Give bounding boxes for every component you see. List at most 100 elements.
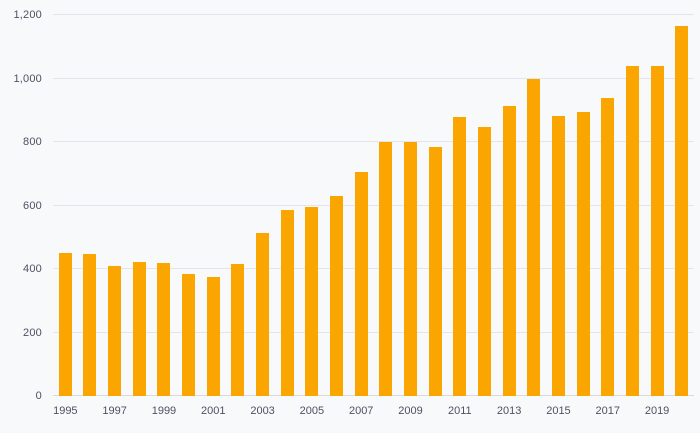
x-tick-slot: 1999: [152, 405, 177, 425]
x-tick-slot: [176, 405, 201, 425]
y-tick-label: 1,200: [13, 9, 42, 21]
x-tick-slot: [374, 405, 399, 425]
bar-slot: [324, 15, 349, 396]
bars: [53, 15, 694, 396]
bar-slot: [226, 15, 251, 396]
bar-slot: [521, 15, 546, 396]
bar-slot: [546, 15, 571, 396]
x-tick-slot: [324, 405, 349, 425]
x-tick-slot: 2005: [300, 405, 325, 425]
x-tick-slot: 2007: [349, 405, 374, 425]
bar-slot: [78, 15, 103, 396]
x-tick-label: 2009: [398, 405, 423, 417]
bar-slot: [53, 15, 78, 396]
bar-2009[interactable]: [404, 142, 418, 396]
bar-2011[interactable]: [453, 117, 467, 396]
bar-2008[interactable]: [379, 142, 393, 396]
x-tick-label: 2017: [595, 405, 620, 417]
bar-slot: [620, 15, 645, 396]
x-tick-slot: [521, 405, 546, 425]
x-tick-slot: [78, 405, 103, 425]
gridline: [53, 268, 694, 269]
bar-1996[interactable]: [83, 254, 97, 396]
bar-2010[interactable]: [428, 146, 442, 396]
gridline: [53, 77, 694, 79]
bar-1999[interactable]: [157, 262, 171, 396]
bar-2004[interactable]: [280, 210, 294, 396]
bar-2006[interactable]: [330, 195, 344, 396]
x-tick-slot: 2017: [595, 405, 620, 425]
bar-slot: [176, 15, 201, 396]
x-tick-label: 2007: [348, 405, 374, 417]
bar-2005[interactable]: [305, 207, 319, 396]
bar-slot: [423, 15, 448, 396]
bar-1997[interactable]: [108, 265, 122, 396]
x-tick-label: 2013: [496, 405, 522, 417]
x-tick-label: 2005: [299, 405, 325, 417]
x-tick-slot: [571, 405, 596, 425]
x-tick-slot: 2011: [448, 405, 473, 425]
bar-2015[interactable]: [551, 115, 565, 396]
bar-slot: [349, 15, 374, 396]
x-tick-slot: 2019: [645, 405, 670, 425]
bar-slot: [398, 15, 423, 396]
x-tick-label: 1995: [53, 405, 78, 417]
x-tick-slot: [423, 405, 448, 425]
x-tick-slot: [472, 405, 497, 425]
y-axis-labels: 0 200 400 600 800 1,000 1,200: [0, 9, 46, 402]
bar-2012[interactable]: [477, 126, 491, 396]
y-tick-label: 800: [23, 136, 42, 148]
x-tick-slot: 2003: [250, 405, 275, 425]
x-tick-slot: [226, 405, 251, 425]
bar-1995[interactable]: [58, 253, 72, 396]
x-tick-label: 1997: [102, 405, 127, 417]
x-tick-slot: 2009: [398, 405, 423, 425]
bar-2013[interactable]: [502, 105, 516, 396]
plot-area: [53, 14, 694, 396]
bar-2017[interactable]: [601, 97, 615, 396]
bar-2001[interactable]: [206, 276, 220, 396]
x-tick-label: 1999: [151, 405, 177, 417]
x-tick-slot: 2013: [497, 405, 522, 425]
x-tick-slot: [127, 405, 152, 425]
bar-slot: [448, 15, 473, 396]
bar-slot: [250, 15, 275, 396]
x-tick-label: 2015: [546, 405, 571, 417]
y-tick-label: 600: [23, 199, 42, 212]
bar-slot: [152, 15, 177, 396]
bar-2007[interactable]: [354, 172, 368, 396]
gridline: [53, 141, 694, 142]
y-tick-label: 1,000: [13, 72, 42, 85]
bar-slot: [127, 15, 152, 396]
bar-2000[interactable]: [182, 273, 196, 396]
bar-slot: [472, 15, 497, 396]
gridline: [53, 331, 694, 333]
bar-slot: [201, 15, 226, 396]
bar-slot: [374, 15, 399, 396]
y-tick-label: 400: [23, 263, 42, 275]
bar-2002[interactable]: [231, 264, 245, 396]
y-tick-label: 200: [23, 326, 42, 339]
gridline: [53, 14, 694, 15]
y-tick-label: 0: [35, 390, 42, 402]
x-tick-label: 2011: [448, 405, 472, 417]
bar-2018[interactable]: [625, 65, 639, 396]
bar-2014[interactable]: [527, 79, 541, 396]
bar-slot: [275, 15, 300, 396]
gridline: [53, 395, 694, 396]
x-tick-label: 2001: [201, 405, 226, 417]
x-tick-label: 2003: [250, 405, 275, 417]
bar-2019[interactable]: [650, 65, 664, 396]
x-tick-slot: 2001: [201, 405, 226, 425]
x-tick-slot: 2015: [546, 405, 571, 425]
gridline: [53, 204, 694, 206]
x-tick-label: 2019: [644, 405, 670, 417]
bar-2003[interactable]: [256, 232, 270, 396]
x-tick-slot: [275, 405, 300, 425]
bar-1998[interactable]: [132, 261, 146, 396]
bar-slot: [571, 15, 596, 396]
bar-2020[interactable]: [675, 26, 689, 396]
bar-2016[interactable]: [576, 111, 590, 396]
bar-slot: [595, 15, 620, 396]
